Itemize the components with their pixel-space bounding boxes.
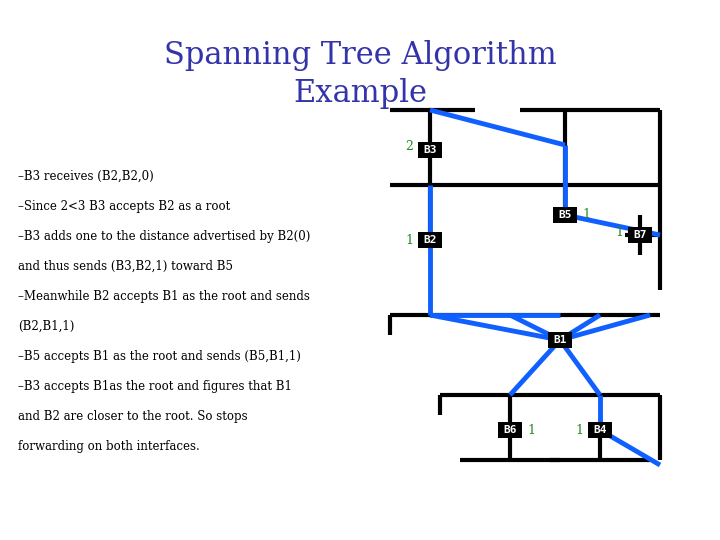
Text: –Since 2<3 B3 accepts B2 as a root: –Since 2<3 B3 accepts B2 as a root (18, 200, 230, 213)
Text: B6: B6 (503, 425, 517, 435)
Text: B5: B5 (558, 210, 572, 220)
Text: and B2 are closer to the root. So stops: and B2 are closer to the root. So stops (18, 410, 248, 423)
Text: 1: 1 (405, 233, 413, 246)
FancyBboxPatch shape (548, 332, 572, 348)
FancyBboxPatch shape (418, 232, 442, 248)
Text: (B2,B1,1): (B2,B1,1) (18, 320, 74, 333)
Text: Spanning Tree Algorithm
Example: Spanning Tree Algorithm Example (163, 40, 557, 109)
Text: B1: B1 (553, 335, 567, 345)
Text: 1: 1 (582, 208, 590, 221)
Text: –B3 receives (B2,B2,0): –B3 receives (B2,B2,0) (18, 170, 154, 183)
Text: 1: 1 (527, 423, 535, 436)
Text: B3: B3 (423, 145, 437, 155)
Text: –Meanwhile B2 accepts B1 as the root and sends: –Meanwhile B2 accepts B1 as the root and… (18, 290, 310, 303)
Text: forwarding on both interfaces.: forwarding on both interfaces. (18, 440, 199, 453)
FancyBboxPatch shape (588, 422, 612, 438)
Text: 1: 1 (575, 423, 583, 436)
FancyBboxPatch shape (553, 207, 577, 223)
Text: B2: B2 (423, 235, 437, 245)
FancyBboxPatch shape (498, 422, 522, 438)
FancyBboxPatch shape (628, 227, 652, 243)
Text: –B3 adds one to the distance advertised by B2(0): –B3 adds one to the distance advertised … (18, 230, 310, 243)
Text: 2: 2 (405, 140, 413, 153)
Text: 1: 1 (615, 226, 623, 239)
Text: and thus sends (B3,B2,1) toward B5: and thus sends (B3,B2,1) toward B5 (18, 260, 233, 273)
Text: B7: B7 (634, 230, 647, 240)
Text: –B3 accepts B1as the root and figures that B1: –B3 accepts B1as the root and figures th… (18, 380, 292, 393)
Text: B4: B4 (593, 425, 607, 435)
FancyBboxPatch shape (418, 142, 442, 158)
Text: –B5 accepts B1 as the root and sends (B5,B1,1): –B5 accepts B1 as the root and sends (B5… (18, 350, 301, 363)
